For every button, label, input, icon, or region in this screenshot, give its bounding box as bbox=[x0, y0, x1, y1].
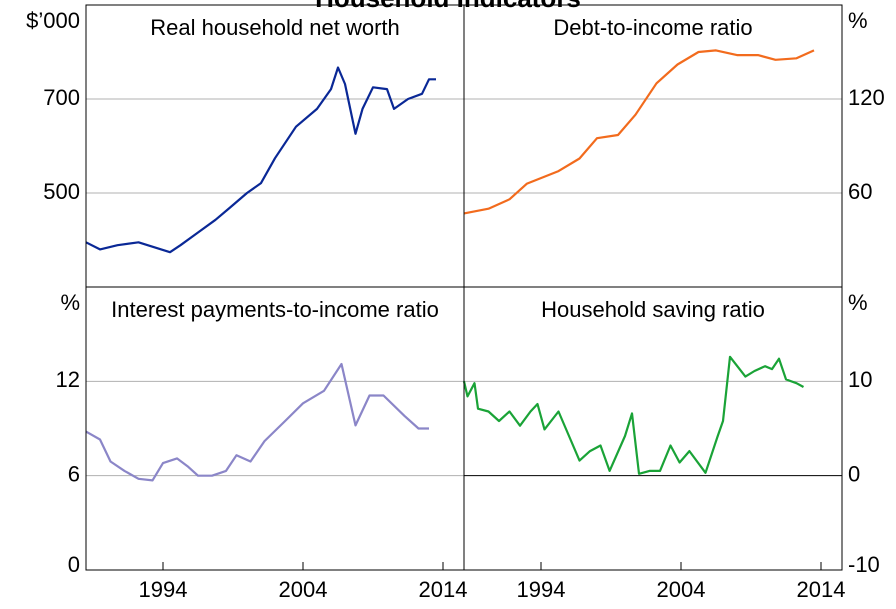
y-tick-label: 6 bbox=[68, 461, 80, 486]
y-tick-label: 12 bbox=[56, 367, 80, 392]
x-tick-label: 2004 bbox=[657, 577, 706, 602]
y-tick-label: 0 bbox=[848, 461, 860, 486]
y-tick-label: 120 bbox=[848, 85, 885, 110]
x-tick-label: 1994 bbox=[139, 577, 188, 602]
unit-label: % bbox=[848, 290, 868, 315]
data-line bbox=[85, 66, 436, 254]
x-tick-label: 2004 bbox=[279, 577, 328, 602]
panel-title: Interest payments-to-income ratio bbox=[111, 297, 439, 322]
y-tick-label: -10 bbox=[848, 552, 880, 577]
panel-title: Debt-to-income ratio bbox=[553, 15, 753, 40]
unit-label: $’000 bbox=[26, 8, 80, 33]
data-line bbox=[85, 362, 429, 482]
data-line bbox=[462, 355, 805, 475]
y-tick-label: 60 bbox=[848, 179, 872, 204]
y-tick-label: 10 bbox=[848, 367, 872, 392]
y-tick-label: 500 bbox=[43, 179, 80, 204]
x-tick-label: 1994 bbox=[517, 577, 566, 602]
panel-title: Real household net worth bbox=[150, 15, 400, 40]
unit-label: % bbox=[60, 290, 80, 315]
x-tick-label: 2014 bbox=[797, 577, 846, 602]
y-tick-label: 700 bbox=[43, 85, 80, 110]
main-title: Household Indicators bbox=[0, 0, 896, 14]
unit-label: % bbox=[848, 8, 868, 33]
x-tick-label: 2014 bbox=[419, 577, 468, 602]
y-tick-label: 0 bbox=[68, 552, 80, 577]
data-line bbox=[463, 49, 815, 215]
panel-title: Household saving ratio bbox=[541, 297, 765, 322]
